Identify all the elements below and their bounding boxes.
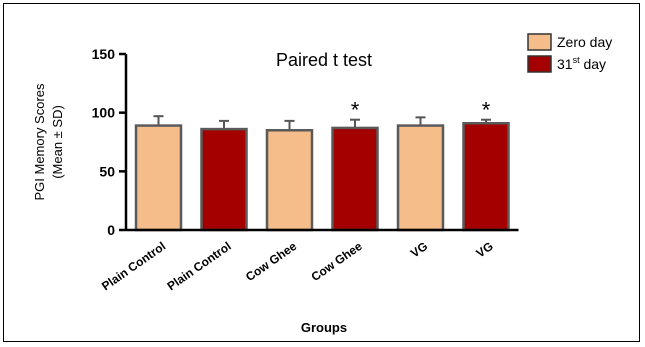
x-tick-label: VG (408, 239, 430, 260)
legend-swatch (527, 33, 552, 51)
bar (134, 124, 183, 232)
significance-star: * (351, 98, 360, 123)
y-tick-label: 100 (92, 105, 116, 121)
significance-star: * (482, 98, 491, 123)
bar (200, 127, 248, 232)
legend: Zero day 31st day (527, 33, 612, 73)
y-tick-label: 150 (92, 46, 116, 62)
legend-swatch (527, 55, 552, 73)
x-tick-label: Cow Ghee (243, 239, 299, 284)
bar (331, 126, 379, 232)
x-tick-label: Plain Control (99, 239, 168, 293)
x-axis-label: Groups (301, 320, 347, 335)
bar (462, 121, 510, 232)
y-axis-label: PGI Memory Scores (Mean ± SD) (32, 83, 65, 201)
x-tick-label: Cow Ghee (309, 239, 365, 284)
bar (265, 129, 314, 232)
bar (396, 124, 445, 232)
y-tick-label: 50 (99, 163, 115, 179)
y-axis-label-line2: (Mean ± SD) (50, 105, 65, 179)
y-axis-label-line1: PGI Memory Scores (32, 83, 47, 201)
legend-label: Zero day (557, 34, 612, 50)
chart-title: Paired t test (276, 50, 372, 70)
x-tick-label: Plain Control (165, 239, 234, 293)
x-tick-label: VG (473, 239, 495, 260)
legend-label: 31st day (557, 55, 606, 72)
y-tick-label: 0 (107, 222, 115, 238)
